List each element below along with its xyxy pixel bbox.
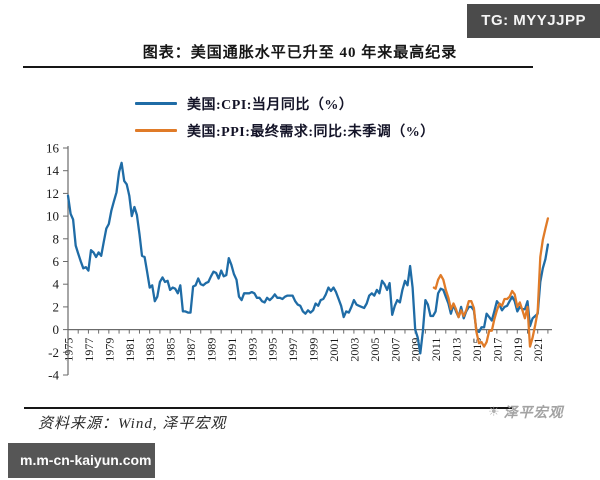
svg-text:1977: 1977 [82, 338, 96, 362]
svg-text:2013: 2013 [450, 338, 464, 362]
svg-text:8: 8 [53, 231, 60, 246]
publisher-watermark-text: 泽平宏观 [503, 406, 564, 421]
svg-text:1989: 1989 [204, 338, 218, 362]
svg-text:2003: 2003 [347, 338, 361, 362]
svg-text:1979: 1979 [102, 338, 116, 362]
svg-text:2019: 2019 [511, 338, 525, 362]
ppi-line-swatch [135, 129, 177, 132]
legend-item-ppi: 美国:PPI:最终需求:同比:未季调（%） [135, 117, 435, 144]
svg-text:16: 16 [46, 141, 60, 156]
svg-text:1995: 1995 [266, 338, 280, 362]
svg-text:1993: 1993 [245, 338, 259, 362]
svg-text:12: 12 [46, 186, 59, 201]
svg-text:1981: 1981 [123, 338, 137, 362]
url-watermark-badge: m.m-cn-kaiyun.com [8, 443, 155, 478]
svg-text:6: 6 [53, 254, 60, 269]
svg-text:1987: 1987 [184, 338, 198, 362]
svg-text:2: 2 [53, 299, 60, 314]
svg-text:1991: 1991 [225, 338, 239, 362]
ppi-legend-label: 美国:PPI:最终需求:同比:未季调（%） [187, 124, 435, 140]
footer-divider-line [24, 407, 512, 409]
svg-text:2011: 2011 [429, 338, 443, 362]
chart-legend: 美国:CPI:当月同比（%） 美国:PPI:最终需求:同比:未季调（%） [135, 90, 435, 144]
data-source-note: 资料来源：Wind, 泽平宏观 [38, 416, 227, 432]
svg-text:0: 0 [53, 322, 60, 337]
svg-text:1983: 1983 [143, 338, 157, 362]
svg-text:2005: 2005 [368, 338, 382, 362]
svg-text:1997: 1997 [286, 338, 300, 362]
svg-text:2001: 2001 [327, 338, 341, 362]
svg-text:2009: 2009 [409, 338, 423, 362]
sun-logo-icon: ☀ [488, 404, 501, 419]
tg-watermark-badge: TG: MYYJJPP [467, 4, 600, 38]
svg-text:14: 14 [46, 163, 60, 178]
publisher-watermark: ☀ 泽平宏观 [488, 402, 564, 422]
cpi-legend-label: 美国:CPI:当月同比（%） [187, 97, 354, 113]
svg-text:2017: 2017 [490, 338, 504, 362]
svg-text:10: 10 [46, 209, 59, 224]
cpi-line-swatch [135, 102, 177, 105]
svg-text:2015: 2015 [470, 338, 484, 362]
svg-text:1985: 1985 [164, 338, 178, 362]
chart-title: 图表：美国通胀水平已升至 40 年来最高纪录 [142, 45, 458, 61]
svg-text:2007: 2007 [388, 338, 402, 362]
svg-text:1999: 1999 [307, 338, 321, 362]
svg-text:-2: -2 [48, 345, 59, 360]
svg-text:1975: 1975 [62, 338, 76, 362]
svg-text:-4: -4 [48, 368, 59, 383]
svg-text:4: 4 [53, 277, 60, 292]
svg-text:2021: 2021 [531, 338, 545, 362]
legend-item-cpi: 美国:CPI:当月同比（%） [135, 90, 435, 117]
title-divider-line [23, 66, 533, 68]
